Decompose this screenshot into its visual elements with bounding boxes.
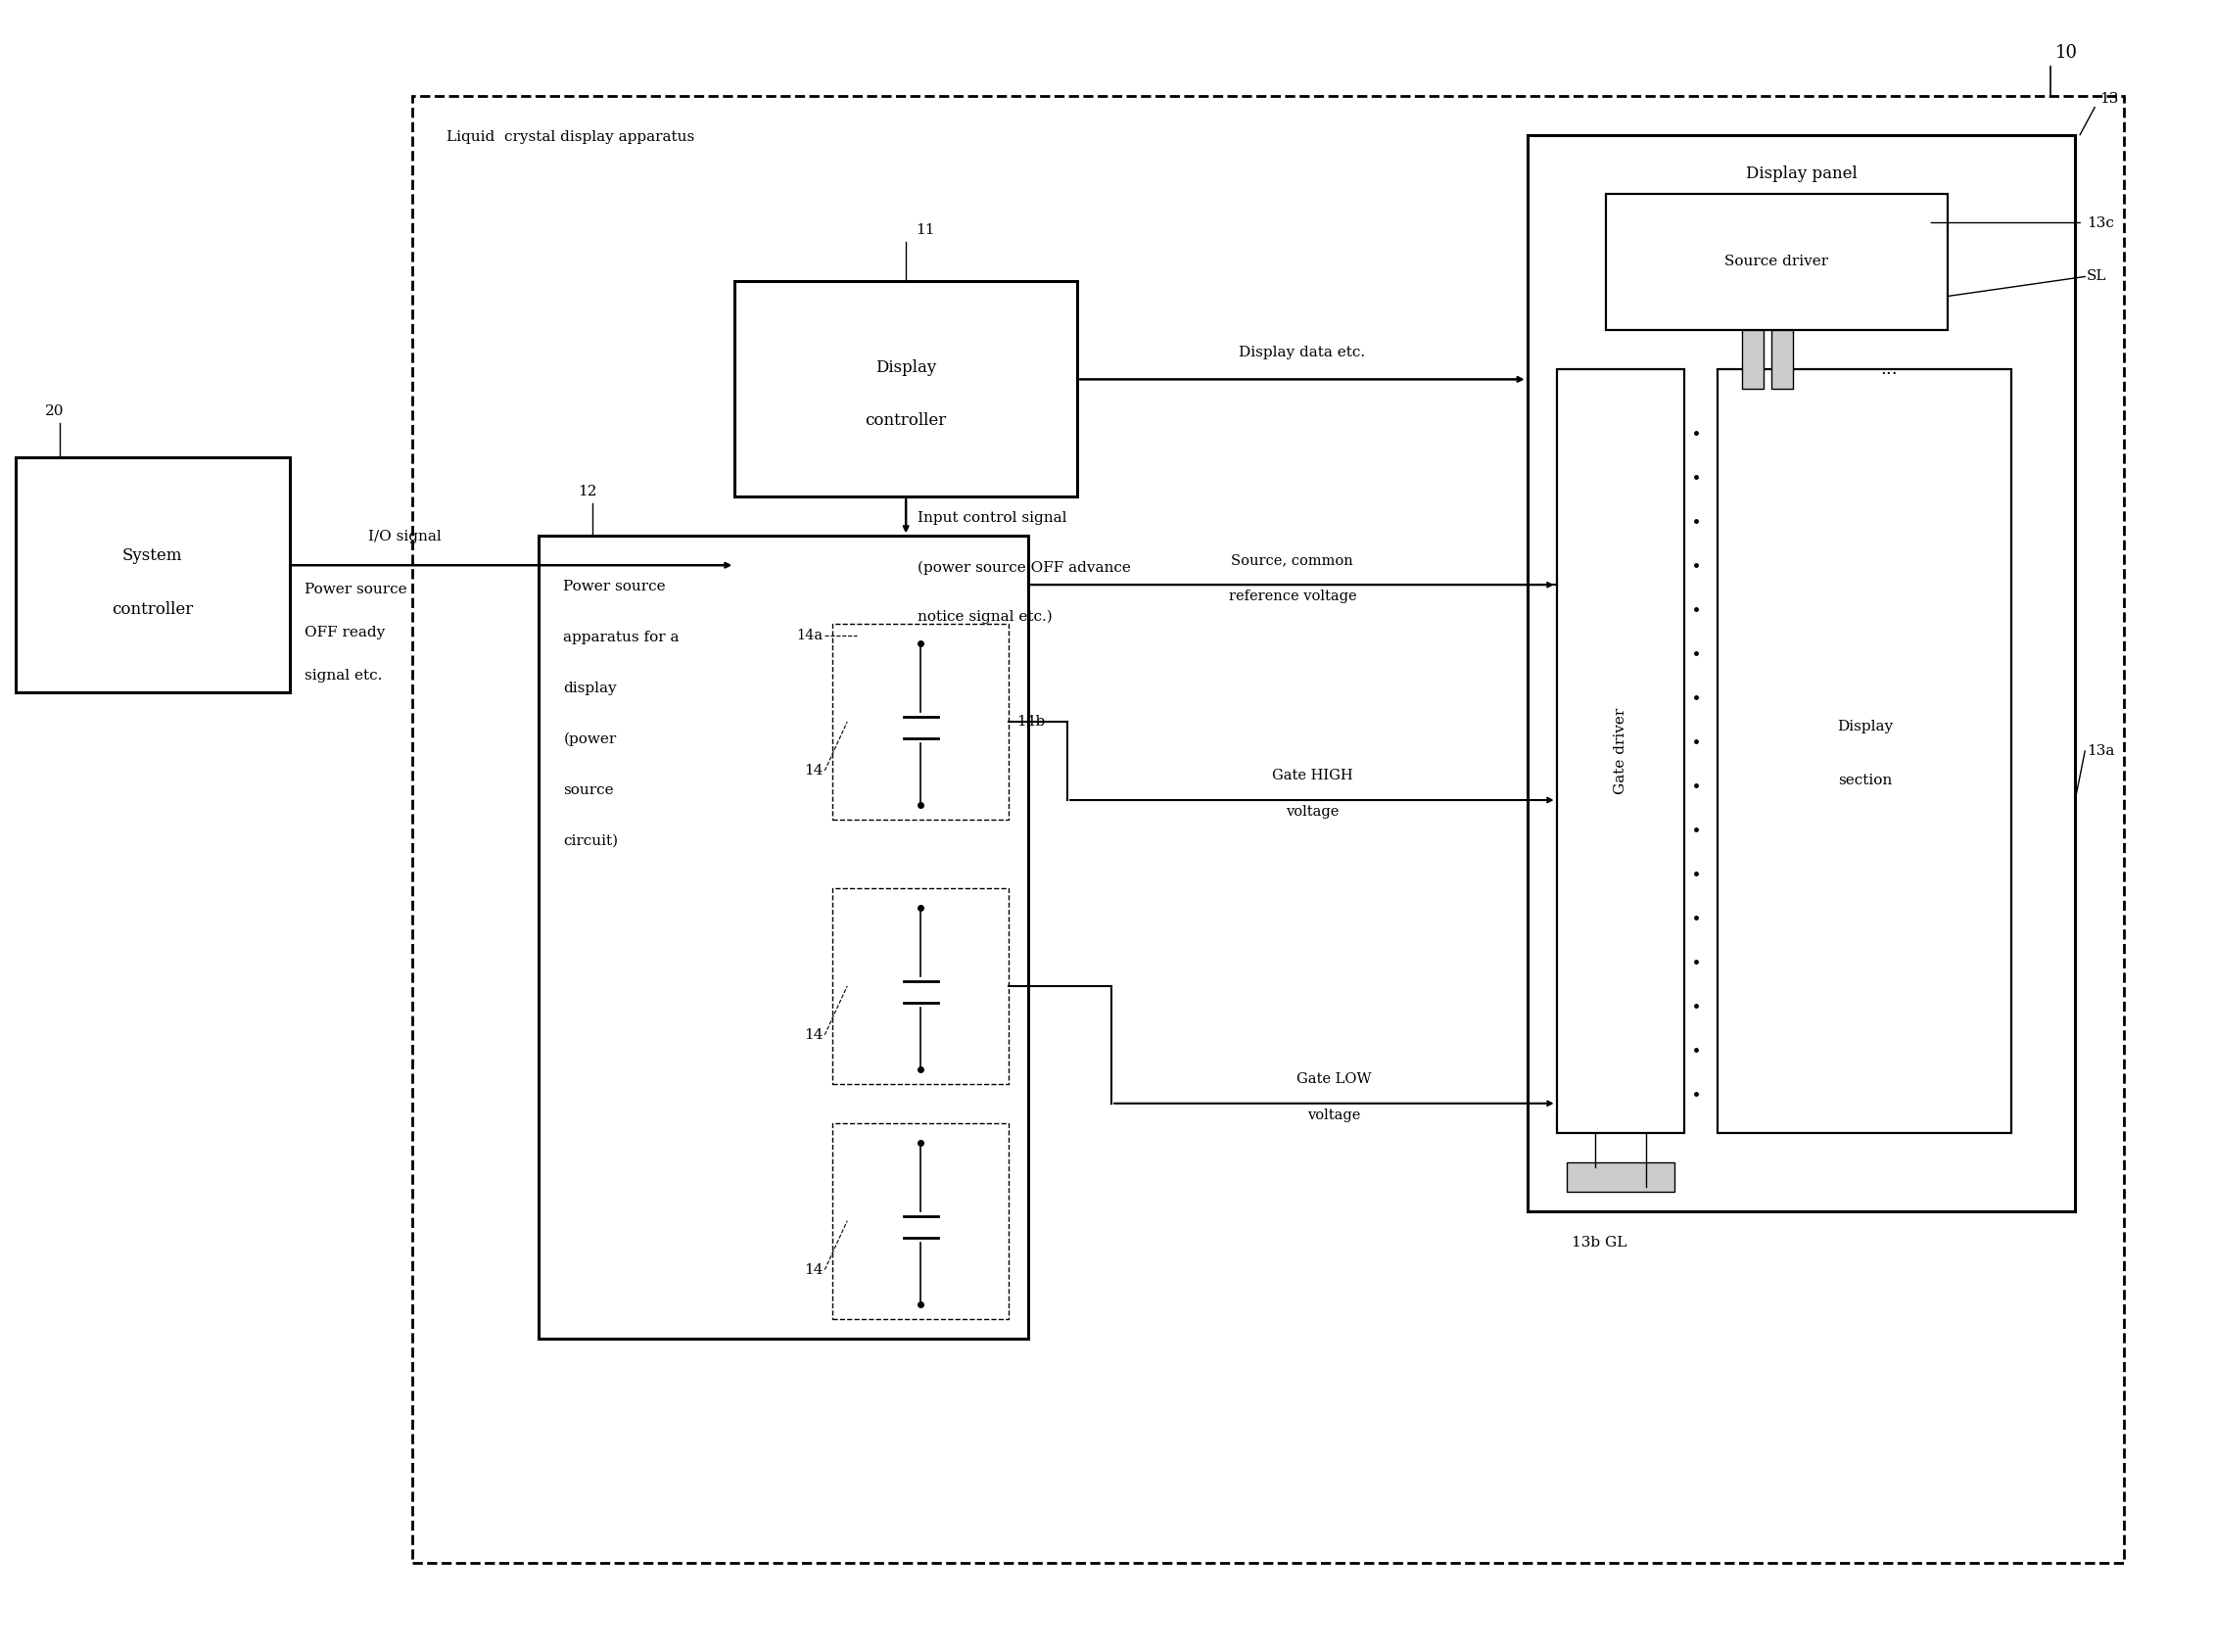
- Bar: [1565, 1161, 1674, 1191]
- Bar: [1771, 330, 1793, 390]
- Text: 10: 10: [2055, 43, 2079, 61]
- Text: 14b: 14b: [1016, 715, 1045, 729]
- Bar: [735, 281, 1078, 497]
- Text: controller: controller: [111, 601, 193, 618]
- Text: Gate driver: Gate driver: [1614, 709, 1627, 795]
- Text: OFF ready: OFF ready: [303, 626, 385, 639]
- Bar: [832, 624, 1010, 819]
- Text: 14a: 14a: [797, 629, 824, 643]
- Text: signal etc.: signal etc.: [303, 669, 383, 682]
- Text: source: source: [565, 783, 613, 798]
- Text: (power: (power: [565, 732, 618, 747]
- Text: Power source: Power source: [565, 580, 666, 593]
- Text: Gate LOW: Gate LOW: [1297, 1072, 1370, 1085]
- Text: Input control signal: Input control signal: [917, 512, 1067, 525]
- Bar: [412, 96, 2123, 1563]
- Text: 13c: 13c: [2088, 216, 2114, 230]
- Text: Display: Display: [1838, 720, 1893, 733]
- Text: Display: Display: [875, 358, 937, 377]
- Bar: [1528, 135, 2075, 1211]
- Text: notice signal etc.): notice signal etc.): [917, 610, 1052, 623]
- Text: circuit): circuit): [565, 834, 618, 847]
- Text: 13a: 13a: [2088, 745, 2114, 758]
- Text: 12: 12: [578, 486, 598, 499]
- Bar: [538, 535, 1027, 1338]
- Bar: [1742, 330, 1765, 390]
- Text: 13b GL: 13b GL: [1572, 1236, 1627, 1249]
- Text: 14: 14: [804, 763, 824, 778]
- Text: I/O signal: I/O signal: [368, 530, 441, 544]
- Text: 14: 14: [804, 1028, 824, 1042]
- Bar: [1605, 193, 1948, 330]
- Text: SL: SL: [2088, 269, 2108, 284]
- Text: display: display: [565, 682, 618, 695]
- Bar: [1718, 370, 2013, 1133]
- Text: Liquid  crystal display apparatus: Liquid crystal display apparatus: [445, 131, 693, 144]
- Text: Power source: Power source: [303, 583, 407, 596]
- Text: controller: controller: [866, 411, 948, 430]
- Text: Gate HIGH: Gate HIGH: [1271, 768, 1353, 783]
- Text: Source, common: Source, common: [1231, 553, 1353, 567]
- Text: voltage: voltage: [1308, 1108, 1362, 1122]
- Text: Source driver: Source driver: [1725, 254, 1829, 269]
- Text: 14: 14: [804, 1262, 824, 1277]
- Text: System: System: [122, 547, 184, 563]
- Text: Display data etc.: Display data etc.: [1240, 345, 1366, 360]
- Bar: [15, 458, 290, 692]
- Text: reference voltage: reference voltage: [1229, 590, 1357, 603]
- Bar: [832, 889, 1010, 1084]
- Text: 11: 11: [917, 223, 934, 238]
- Text: section: section: [1838, 773, 1891, 788]
- Text: 13: 13: [2099, 91, 2119, 106]
- Text: apparatus for a: apparatus for a: [565, 631, 680, 644]
- Text: ...: ...: [1880, 360, 1897, 378]
- Bar: [832, 1123, 1010, 1318]
- Text: 20: 20: [44, 405, 64, 418]
- Text: voltage: voltage: [1286, 805, 1339, 819]
- Text: (power source OFF advance: (power source OFF advance: [917, 560, 1131, 575]
- Text: Display panel: Display panel: [1745, 165, 1858, 182]
- Bar: [1556, 370, 1685, 1133]
